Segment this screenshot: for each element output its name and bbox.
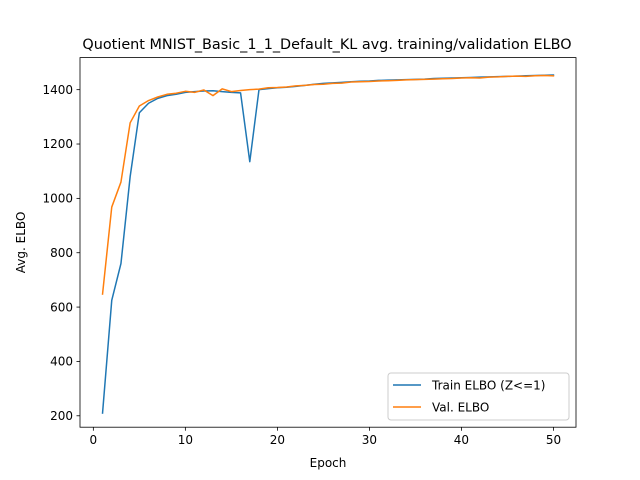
y-axis-label: Avg. ELBO	[14, 212, 28, 274]
legend-label-val: Val. ELBO	[432, 401, 489, 415]
x-axis-label: Epoch	[310, 456, 347, 470]
chart-title: Quotient MNIST_Basic_1_1_Default_KL avg.…	[82, 37, 571, 53]
y-tick-label: 200	[50, 409, 73, 423]
x-axis-ticks: 0 10 20 30 40 50	[90, 427, 561, 447]
y-tick-label: 1000	[42, 192, 73, 206]
y-tick-label: 1200	[42, 137, 73, 151]
axes-frame	[79, 57, 577, 428]
x-tick-label: 10	[178, 433, 193, 447]
series-line-val-elbo	[101, 74, 555, 295]
y-tick-label: 600	[50, 300, 73, 314]
y-axis-ticks: 200 400 600 800 1000 1200 1400	[42, 83, 80, 423]
x-tick-label: 50	[546, 433, 561, 447]
x-tick-label: 20	[270, 433, 285, 447]
y-tick-label: 400	[50, 355, 73, 369]
x-tick-label: 0	[90, 433, 98, 447]
series-lines	[101, 74, 555, 414]
y-tick-label: 800	[50, 246, 73, 260]
x-tick-label: 30	[362, 433, 377, 447]
legend: Train ELBO (Z<=1) Val. ELBO	[387, 372, 570, 421]
x-tick-label: 40	[454, 433, 469, 447]
y-tick-label: 1400	[42, 83, 73, 97]
legend-label-train: Train ELBO (Z<=1)	[431, 379, 545, 393]
legend-box	[387, 372, 570, 421]
